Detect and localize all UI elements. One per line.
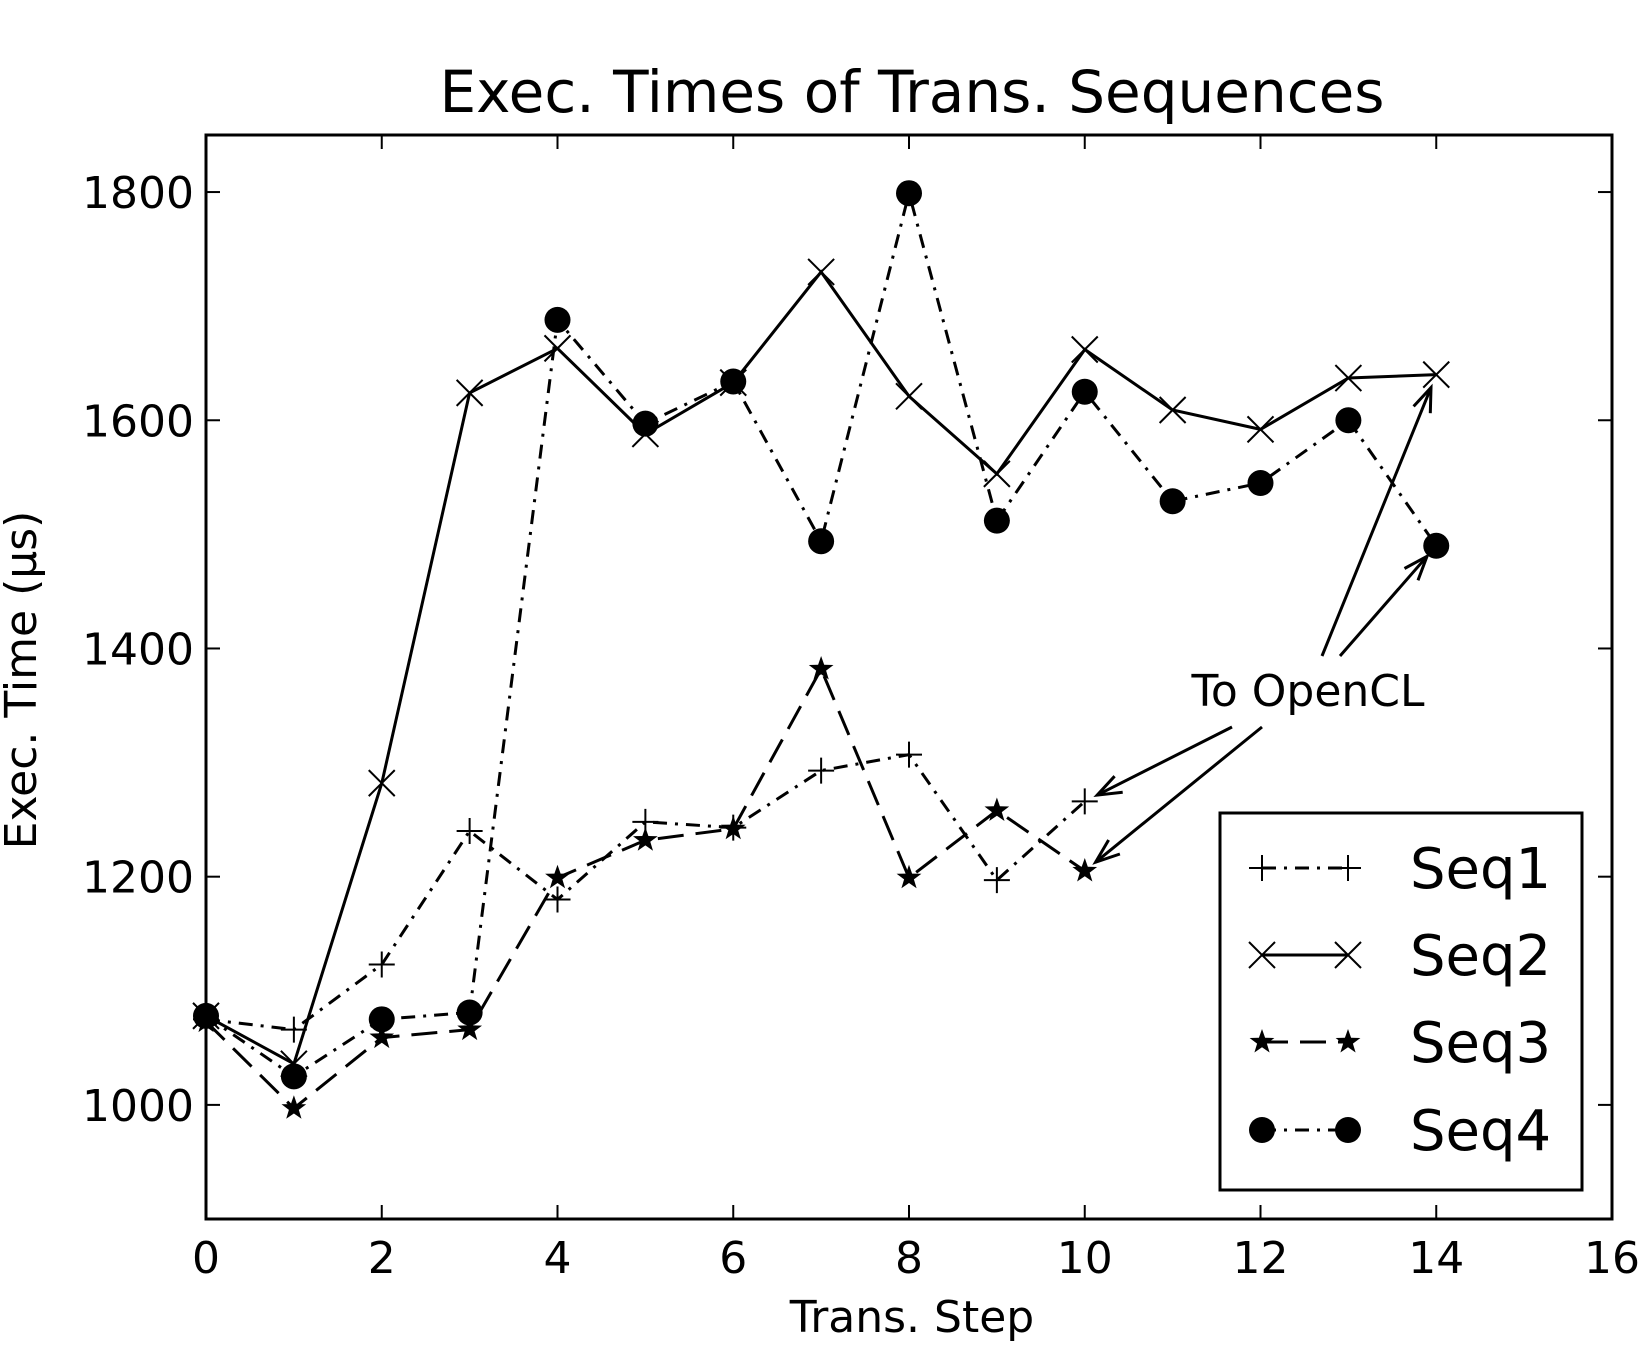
- data-point-seq2: [1071, 335, 1099, 364]
- data-point-seq4: [368, 1006, 395, 1033]
- legend: Seq1 Seq2 Seq3 Seq4: [1218, 811, 1584, 1192]
- data-point-seq1: [368, 951, 395, 978]
- data-point-seq4: [456, 999, 483, 1026]
- data-point-seq2: [368, 769, 396, 797]
- legend-marker: [1249, 1029, 1275, 1053]
- series-seq4: [193, 180, 1450, 1090]
- legend-marker: [1335, 1117, 1361, 1143]
- data-point-seq3: [808, 656, 834, 680]
- data-point-seq3: [457, 1016, 482, 1041]
- y-tick-label: 1600: [82, 396, 194, 447]
- data-point-seq4: [896, 180, 922, 207]
- y-tick-label: 1800: [82, 168, 194, 219]
- data-point-seq4: [808, 528, 835, 555]
- legend-label: Seq2: [1410, 924, 1551, 989]
- legend-label: Seq1: [1410, 837, 1551, 902]
- data-point-seq1: [983, 867, 1010, 894]
- x-tick-label: 4: [544, 1233, 572, 1284]
- data-point-seq3: [545, 864, 570, 889]
- x-tick-label: 2: [368, 1233, 396, 1284]
- legend-item-seq3: Seq3: [1249, 1011, 1551, 1076]
- x-tick-label: 10: [1057, 1233, 1113, 1284]
- series-seq1: [193, 741, 1098, 1043]
- ticks-layer: 0 2 4 6 8 10 12 14 16 1000 1200 1400 1600 1800: [82, 135, 1640, 1284]
- data-point-seq1: [280, 1016, 307, 1043]
- data-point-seq3: [281, 1095, 307, 1119]
- data-point-seq2: [1334, 364, 1363, 392]
- data-point-seq2: [1422, 360, 1450, 389]
- data-point-seq2: [983, 460, 1011, 488]
- legend-item-seq4: Seq4: [1249, 1099, 1551, 1164]
- data-point-seq4: [1159, 488, 1186, 515]
- series-line-seq1: [205, 752, 1086, 1032]
- chart-title: Exec. Times of Trans. Sequences: [439, 58, 1384, 126]
- legend-label: Seq3: [1410, 1011, 1551, 1076]
- data-point-seq3: [720, 815, 746, 840]
- data-point-seq1: [1071, 788, 1098, 815]
- annotation-arrow: [1093, 725, 1233, 798]
- data-point-seq2: [895, 382, 923, 411]
- x-axis-label: Trans. Step: [789, 1292, 1034, 1343]
- legend-item-seq2: Seq2: [1248, 924, 1551, 989]
- data-point-seq3: [896, 864, 922, 889]
- legend-marker: [1249, 1117, 1275, 1143]
- y-tick-label: 1200: [82, 853, 194, 904]
- data-point-seq4: [1423, 532, 1450, 559]
- data-point-seq4: [983, 507, 1010, 534]
- data-point-seq1: [456, 818, 483, 845]
- legend-marker: [1248, 941, 1276, 969]
- data-point-seq1: [896, 741, 922, 768]
- series-layer: [192, 180, 1450, 1119]
- data-point-seq2: [1158, 396, 1187, 424]
- annotation-arrow: [1092, 725, 1263, 865]
- legend-marker: [1335, 855, 1361, 881]
- series-line-seq3: [204, 665, 1086, 1111]
- y-axis-label: Exec. Time (μs): [0, 511, 47, 850]
- x-tick-label: 12: [1233, 1233, 1289, 1284]
- data-point-seq4: [280, 1063, 307, 1090]
- data-point-seq1: [808, 757, 835, 784]
- series-seq3: [193, 656, 1098, 1119]
- annotation-arrow: [1320, 383, 1433, 657]
- legend-marker: [1334, 941, 1362, 969]
- legend-marker: [1335, 1029, 1361, 1053]
- data-point-seq4: [1071, 378, 1098, 405]
- annotation-arrow: [1338, 553, 1430, 657]
- data-point-seq1: [544, 886, 571, 913]
- legend-frame: [1218, 811, 1584, 1192]
- x-tick-label: 14: [1408, 1233, 1464, 1284]
- data-point-seq3: [984, 797, 1010, 821]
- data-point-seq3: [369, 1024, 395, 1049]
- series-line-seq4: [205, 187, 1438, 1079]
- legend-label: Seq4: [1410, 1099, 1551, 1164]
- annotation-layer: To OpenCL: [1092, 383, 1433, 865]
- data-point-seq4: [720, 368, 747, 395]
- x-tick-label: 0: [192, 1233, 220, 1284]
- data-point-seq3: [1072, 858, 1098, 882]
- x-tick-label: 8: [895, 1233, 923, 1284]
- data-point-seq4: [632, 410, 659, 437]
- data-point-seq4: [544, 306, 571, 333]
- data-point-seq2: [543, 334, 572, 363]
- x-tick-label: 16: [1584, 1233, 1640, 1284]
- data-point-seq2: [1246, 415, 1275, 444]
- legend-marker: [1249, 855, 1275, 881]
- data-point-seq2: [455, 379, 484, 407]
- x-tick-label: 6: [719, 1233, 747, 1284]
- data-point-seq4: [1247, 470, 1274, 497]
- y-tick-label: 1400: [82, 624, 194, 675]
- legend-item-seq1: Seq1: [1249, 837, 1551, 902]
- y-tick-label: 1000: [82, 1081, 194, 1132]
- data-point-seq4: [1335, 407, 1362, 434]
- data-point-seq3: [633, 827, 658, 851]
- annotation-label: To OpenCL: [1190, 666, 1425, 717]
- data-point-seq2: [807, 258, 835, 286]
